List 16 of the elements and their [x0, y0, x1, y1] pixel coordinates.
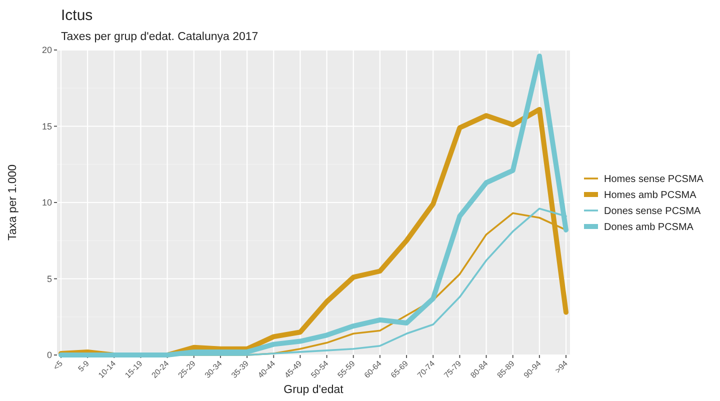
x-tick-label: >94 [553, 358, 570, 375]
legend-label: Dones amb PCSMA [604, 222, 694, 233]
legend-label: Homes amb PCSMA [604, 190, 697, 201]
y-tick-label: 5 [46, 274, 52, 284]
x-tick-label: <5 [52, 358, 65, 372]
x-tick-label: 5-9 [76, 358, 92, 374]
legend-label: Dones sense PCSMA [604, 206, 702, 217]
y-tick-label: 10 [42, 198, 52, 208]
legend-label: Homes sense PCSMA [604, 174, 704, 185]
x-axis-title: Grup d'edat [284, 384, 344, 396]
chart-subtitle: Taxes per grup d'edat. Catalunya 2017 [61, 31, 258, 43]
y-tick-label: 20 [42, 45, 52, 56]
y-axis-title: Taxa per 1.000 [7, 164, 19, 241]
y-tick-label: 0 [46, 350, 52, 360]
chart-title: Ictus [61, 7, 93, 24]
y-tick-label: 15 [42, 121, 52, 132]
